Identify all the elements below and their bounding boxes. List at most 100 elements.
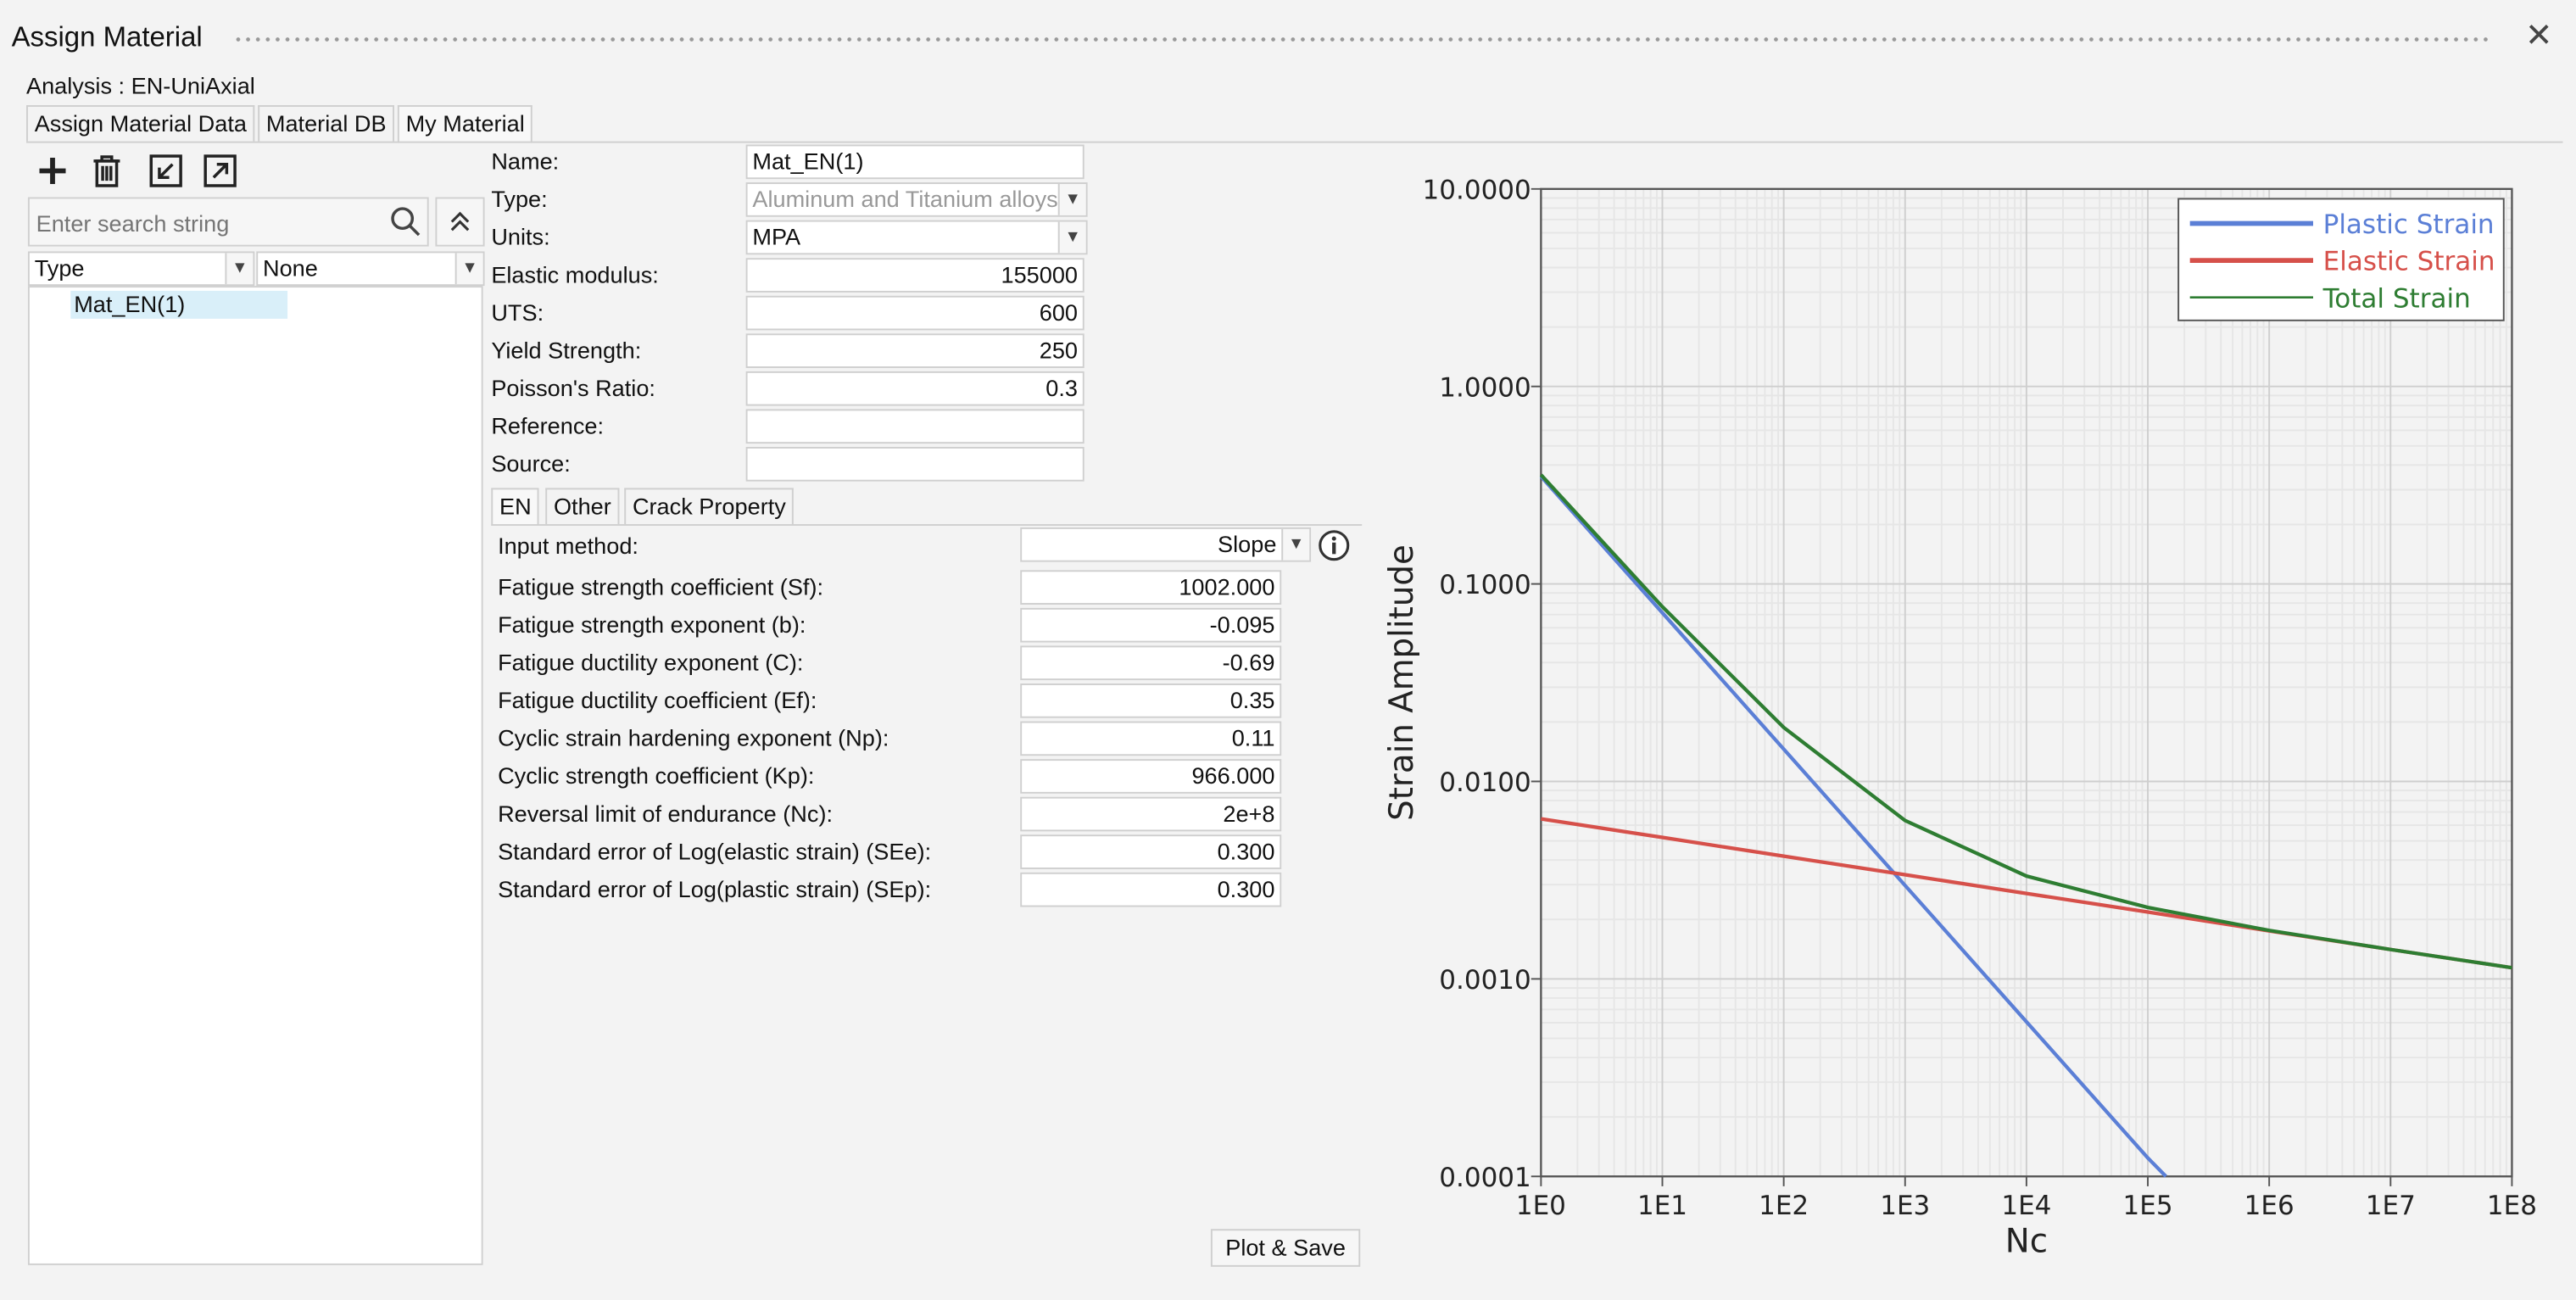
subtab-en[interactable]: EN [491, 488, 540, 526]
drag-grip[interactable] [233, 34, 2493, 45]
chevron-up-icon [450, 211, 470, 232]
x-tick-label: 1E1 [1637, 1191, 1687, 1221]
grid-major [1540, 187, 2513, 1178]
c-field[interactable]: -0.69 [1020, 645, 1282, 681]
y-tick-label: 0.0100 [1439, 767, 1531, 798]
tab-assign-material-data[interactable]: Assign Material Data [26, 105, 255, 142]
ef-field[interactable]: 0.35 [1020, 683, 1282, 718]
plus-icon[interactable] [35, 153, 71, 189]
input-method-value: Slope [1218, 530, 1277, 557]
series-layer [1539, 473, 2512, 1178]
yield-strength-field[interactable]: 250 [745, 333, 1084, 368]
chart-svg: 1E0 1E1 1E2 1E3 1E4 1E5 1E6 1E7 1E8 0.0001 0.0010… [1383, 175, 2537, 1260]
x-tick-label: 1E3 [1880, 1191, 1930, 1221]
input-method-label: Input method: [498, 532, 638, 559]
series-line-total-strain [1539, 473, 2512, 970]
chevron-down-icon[interactable]: ▼ [1281, 528, 1310, 561]
y-tick-label: 0.0010 [1439, 965, 1531, 996]
input-method-select[interactable]: Slope ▼ [1020, 527, 1312, 562]
type-label: Type: [491, 185, 548, 212]
legend-label: Total Strain [2322, 283, 2471, 314]
x-tick-label: 1E7 [2366, 1191, 2416, 1221]
chevron-down-icon[interactable]: ▼ [454, 253, 483, 285]
nc-label: Reversal limit of endurance (Nc): [498, 800, 834, 827]
elastic-modulus-field[interactable]: 155000 [745, 258, 1084, 293]
subtab-crack-property[interactable]: Crack Property [624, 488, 795, 525]
search-input[interactable] [29, 198, 388, 248]
import-icon[interactable] [148, 153, 184, 189]
name-label: Name: [491, 148, 560, 175]
tab-divider [26, 141, 2563, 143]
tab-material-db[interactable]: Material DB [258, 105, 395, 142]
subtab-divider [491, 524, 1363, 526]
sf-label: Fatigue strength coefficient (Sf): [498, 573, 824, 600]
legend-label: Elastic Strain [2323, 247, 2495, 277]
x-ticks: 1E0 1E1 1E2 1E3 1E4 1E5 1E6 1E7 1E8 [1516, 1176, 2537, 1221]
x-tick-label: 1E6 [2244, 1191, 2294, 1221]
np-field[interactable]: 0.11 [1020, 721, 1282, 756]
ef-label: Fatigue ductility coefficient (Ef): [498, 686, 817, 713]
type-select[interactable]: Aluminum and Titanium alloys ▼ [745, 182, 1088, 217]
trash-icon[interactable] [89, 153, 125, 189]
y-axis-label: Strain Amplitude [1383, 544, 1421, 821]
yield-strength-label: Yield Strength: [491, 337, 642, 364]
b-label: Fatigue strength exponent (b): [498, 611, 806, 638]
window-title: Assign Material [11, 21, 203, 53]
poisson-ratio-label: Poisson's Ratio: [491, 374, 655, 401]
legend: Plastic Strain Elastic Strain Total Strain [2177, 198, 2505, 321]
chevron-down-icon[interactable]: ▼ [1057, 221, 1086, 254]
legend-label: Plastic Strain [2323, 209, 2495, 240]
x-tick-label: 1E5 [2123, 1191, 2173, 1221]
np-label: Cyclic strain hardening exponent (Np): [498, 724, 889, 751]
tree-item-mat-en-1[interactable]: Mat_EN(1) [70, 290, 288, 319]
units-select[interactable]: MPA ▼ [745, 220, 1088, 255]
y-tick-label: 1.0000 [1439, 372, 1531, 403]
type-filter-select[interactable]: Type ▼ [27, 251, 255, 287]
nc-field[interactable]: 2e+8 [1020, 796, 1282, 832]
search-icon[interactable] [389, 205, 422, 246]
plot-save-button[interactable]: Plot & Save [1210, 1229, 1361, 1267]
export-icon[interactable] [202, 153, 238, 189]
y-tick-label: 10.0000 [1423, 175, 1531, 205]
none-filter-value: None [263, 254, 318, 282]
kp-field[interactable]: 966.000 [1020, 759, 1282, 794]
reference-label: Reference: [491, 412, 605, 439]
type-select-value: Aluminum and Titanium alloys [752, 185, 1058, 212]
x-tick-label: 1E8 [2487, 1191, 2537, 1221]
source-field[interactable] [745, 447, 1084, 482]
type-filter-value: Type [34, 254, 85, 282]
y-ticks: 0.0001 0.0010 0.0100 0.1000 1.0000 10.0000 [1423, 175, 1542, 1193]
sf-field[interactable]: 1002.000 [1020, 570, 1282, 605]
tab-my-material[interactable]: My Material [397, 105, 533, 143]
subtab-other[interactable]: Other [545, 488, 620, 525]
none-filter-select[interactable]: None ▼ [256, 251, 485, 287]
close-icon[interactable]: ✕ [2524, 18, 2553, 54]
sep-label: Standard error of Log(plastic strain) (S… [498, 875, 932, 902]
name-field[interactable]: Mat_EN(1) [745, 144, 1084, 180]
elastic-modulus-label: Elastic modulus: [491, 261, 659, 288]
see-field[interactable]: 0.300 [1020, 834, 1282, 869]
material-tree[interactable]: Mat_EN(1) [27, 286, 483, 1265]
c-label: Fatigue ductility exponent (C): [498, 649, 804, 676]
sep-field[interactable]: 0.300 [1020, 872, 1282, 907]
kp-label: Cyclic strength coefficient (Kp): [498, 762, 815, 789]
units-select-value: MPA [752, 223, 801, 250]
y-tick-label: 0.1000 [1439, 570, 1531, 600]
see-label: Standard error of Log(elastic strain) (S… [498, 838, 932, 865]
b-field[interactable]: -0.095 [1020, 607, 1282, 643]
series-line-plastic-strain [1539, 475, 2167, 1178]
units-label: Units: [491, 223, 550, 250]
uts-field[interactable]: 600 [745, 295, 1084, 331]
analysis-label: Analysis : EN-UniAxial [26, 72, 255, 99]
reference-field[interactable] [745, 409, 1084, 444]
chevron-down-icon[interactable]: ▼ [225, 253, 254, 285]
search-box [27, 197, 429, 248]
collapse-button[interactable] [435, 197, 485, 247]
poisson-ratio-field[interactable]: 0.3 [745, 371, 1084, 406]
chevron-down-icon[interactable]: ▼ [1057, 184, 1086, 215]
x-tick-label: 1E0 [1516, 1191, 1566, 1221]
info-icon[interactable] [1318, 529, 1351, 562]
x-tick-label: 1E4 [2001, 1191, 2051, 1221]
strain-life-chart: 1E0 1E1 1E2 1E3 1E4 1E5 1E6 1E7 1E8 0.0001 0.0010… [1363, 158, 2538, 1283]
